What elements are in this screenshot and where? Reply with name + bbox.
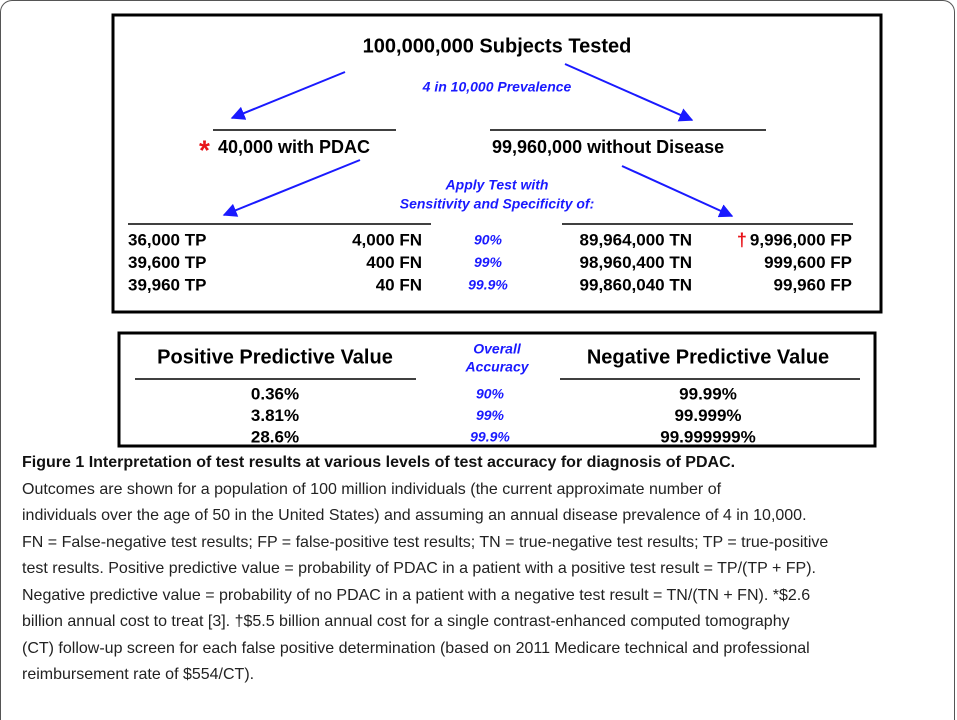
tp: 36,000 TP [128,230,206,249]
caption-line: reimbursement rate of $554/CT). [22,666,255,683]
fn: 4,000 FN [352,230,422,249]
caption-heading: Figure 1 Interpretation of test results … [22,450,828,477]
accuracy-header: Accuracy [464,359,529,375]
tn: 99,860,040 TN [580,275,692,294]
npv: 99.999% [674,406,741,425]
summary-box [117,331,877,448]
diagram-title: 100,000,000 Subjects Tested [363,35,632,57]
caption-line: Outcomes are shown for a population of 1… [22,480,722,498]
accuracy: 99.9% [470,429,510,445]
npv: 99.99% [679,384,737,403]
accuracy: 99% [476,407,505,423]
arrow [564,63,694,122]
tp: 39,960 TP [128,275,206,294]
tn: 98,960,400 TN [580,253,692,272]
accuracy: 90% [474,232,503,248]
fp: 9,996,000 FP [750,230,852,249]
ppv: 28.6% [251,427,299,446]
diagram: 100,000,000 Subjects Tested 4 in 10,000 … [111,13,883,448]
caption-line: test results. Positive predictive value … [22,560,816,577]
fn: 400 FN [366,253,422,272]
outcome-rows: 36,000 TP 4,000 FN 90% 89,964,000 TN 9,996,0… [128,230,852,295]
accuracy: 99% [474,254,503,270]
disease-group: 40,000 with PDAC [218,137,370,157]
summary-rows: 0.36% 90% 99.99% 3.81% 99% 99.999% 28.6% 99.9% 9… [251,384,756,446]
test-label: Sensitivity and Specificity of: [400,196,595,212]
cost-marker: † [737,230,747,250]
accuracy: 99.9% [468,277,508,293]
caption-line: (CT) follow-up screen for each false pos… [22,639,810,657]
caption-label: Figure 1 [22,454,85,471]
test-label: Apply Test with [445,177,549,193]
ppv: 3.81% [251,406,299,425]
fp: 99,960 FP [774,275,852,294]
diagram-box [111,13,883,314]
fp: 999,600 FP [764,253,852,272]
ppv-header: Positive Predictive Value [157,346,393,368]
arrow [222,159,361,217]
caption-line: Negative predictive value = probability … [22,586,811,604]
npv-header: Negative Predictive Value [587,346,829,368]
prevalence-label: 4 in 10,000 Prevalence [422,79,572,95]
caption-line: billion annual cost to treat [3]. †$5.5 … [22,613,790,630]
healthy-group: 99,960,000 without Disease [492,137,724,157]
caption-line: individuals over the age of 50 in the Un… [22,507,807,524]
accuracy: 90% [476,386,505,402]
caption-title: Interpretation of test results at variou… [88,454,736,471]
caption-line: FN = False-negative test results; FP = f… [22,533,829,551]
npv: 99.999999% [660,427,755,446]
fn: 40 FN [376,275,422,294]
arrow [621,165,734,218]
ppv: 0.36% [251,384,299,403]
tp: 39,600 TP [128,253,206,272]
accuracy-header: Overall [473,341,522,357]
cost-marker: * [199,134,210,165]
tn: 89,964,000 TN [580,230,692,249]
caption: Figure 1 Interpretation of test results … [22,450,828,689]
arrow [230,71,346,120]
